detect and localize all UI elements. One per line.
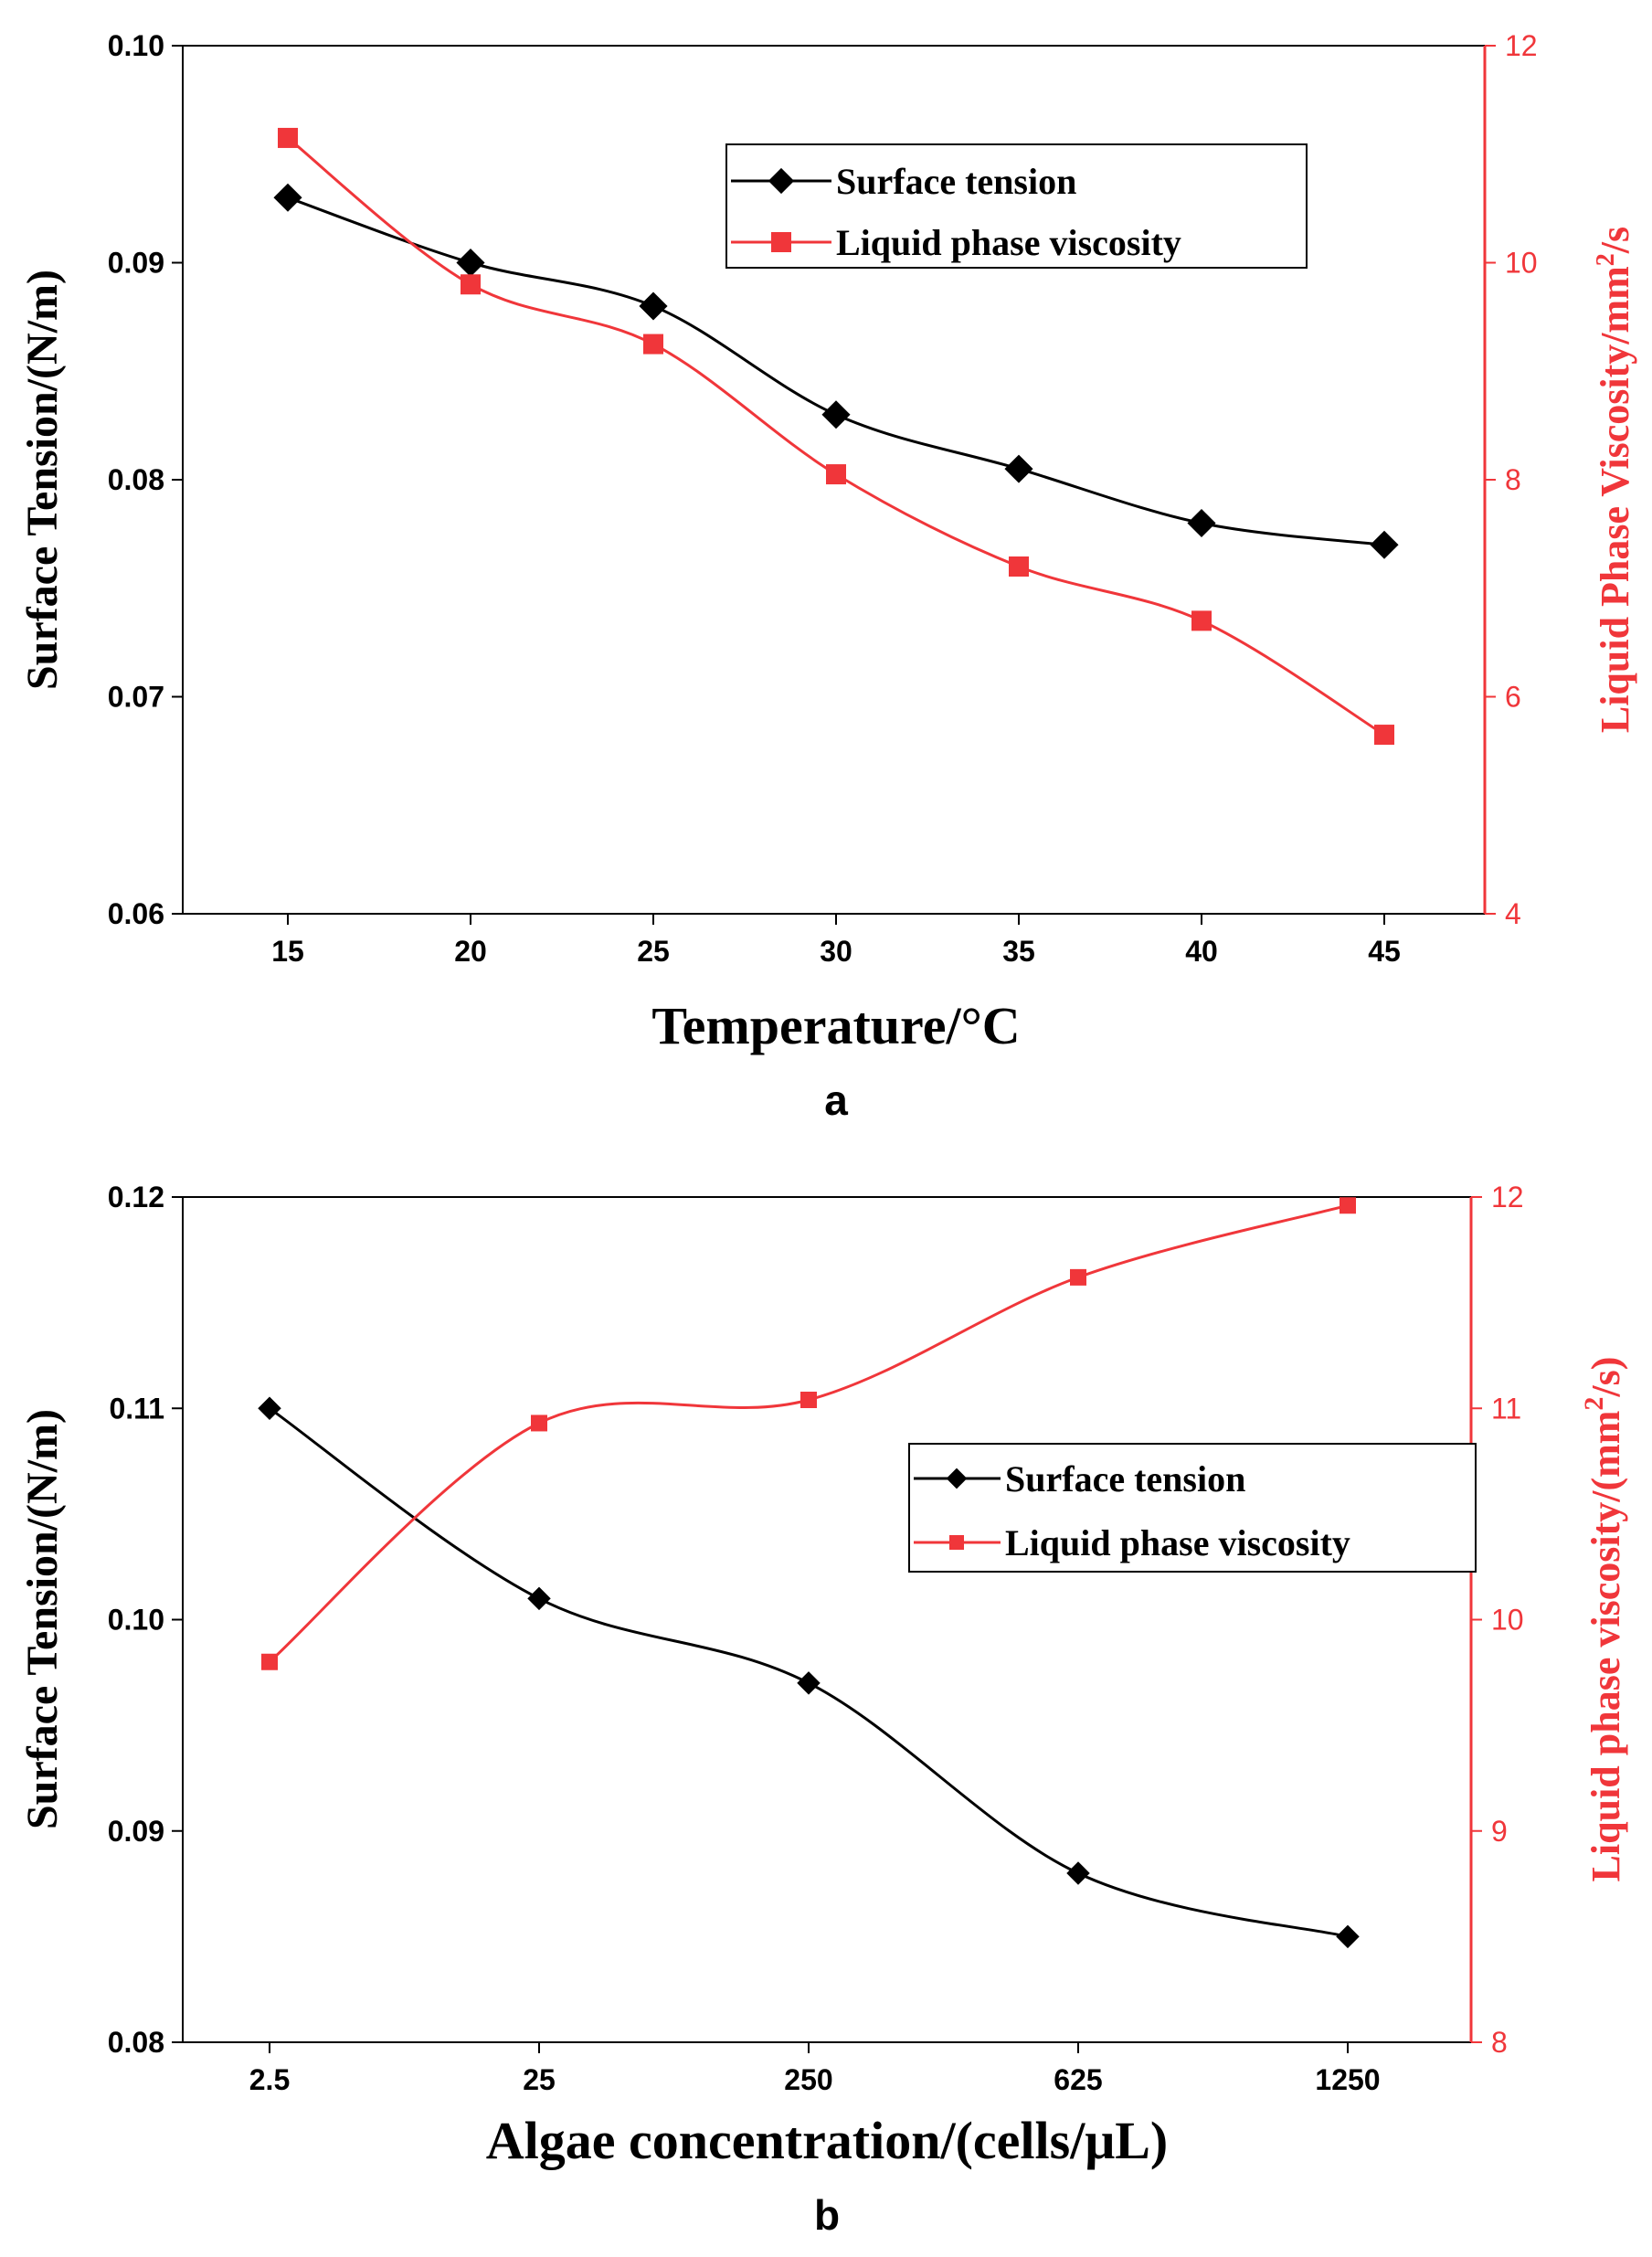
data-point-viscosity bbox=[461, 274, 481, 295]
legend-marker-viscosity bbox=[949, 1535, 964, 1550]
x-tick-labels: 15 20 25 30 35 40 45 bbox=[271, 935, 1401, 968]
data-point-surface-tension bbox=[797, 1671, 821, 1695]
left-y-axis-title: Surface Tension/(N/m) bbox=[18, 1409, 67, 1829]
series-layer bbox=[273, 127, 1399, 746]
x-tick-label: 25 bbox=[523, 2063, 556, 2096]
data-point-viscosity bbox=[643, 334, 663, 355]
right-y-tick-labels: 4 6 8 10 12 bbox=[1505, 29, 1538, 930]
legend-box bbox=[908, 1443, 1477, 1573]
left-y-tick-label: 0.12 bbox=[108, 1181, 164, 1213]
legend-marker-viscosity bbox=[771, 232, 791, 252]
data-point-surface-tension bbox=[1336, 1924, 1360, 1949]
data-point-surface-tension bbox=[527, 1586, 551, 1611]
right-y-tick-label: 12 bbox=[1505, 29, 1538, 62]
right-y-tick-label: 9 bbox=[1491, 1815, 1508, 1848]
left-y-tick-label: 0.09 bbox=[108, 1815, 164, 1848]
legend-label-surface: Surface tension bbox=[836, 161, 1076, 202]
right-y-tick-label: 4 bbox=[1505, 897, 1521, 930]
data-point-surface-tension bbox=[1066, 1861, 1090, 1885]
right-y-axis-title: Liquid Phase Viscosity/mm2/s bbox=[1592, 227, 1637, 733]
data-point-viscosity bbox=[278, 127, 298, 148]
x-tick-labels: 2.5 25 250 625 1250 bbox=[249, 2063, 1381, 2096]
left-y-tick-label: 0.09 bbox=[108, 247, 164, 280]
x-tick-label: 20 bbox=[454, 935, 487, 968]
x-tick-label: 40 bbox=[1185, 935, 1218, 968]
data-point-viscosity bbox=[261, 1653, 278, 1670]
legend: Surface tension Liquid phase viscosity bbox=[908, 1443, 1477, 1573]
legend-box bbox=[725, 143, 1308, 269]
data-point-viscosity bbox=[1340, 1197, 1356, 1214]
plot-frame bbox=[182, 1196, 1472, 2043]
x-tick-label: 625 bbox=[1054, 2063, 1102, 2096]
x-tick-label: 25 bbox=[637, 935, 670, 968]
legend-label-viscosity: Liquid phase viscosity bbox=[836, 222, 1181, 263]
right-y-axis-title: Liquid phase viscosity/(mm2/s) bbox=[1579, 1357, 1628, 1882]
x-tick-label: 2.5 bbox=[249, 2063, 290, 2096]
legend-marker-surface bbox=[946, 1468, 968, 1489]
data-point-viscosity bbox=[1191, 610, 1212, 631]
right-y-tick-label: 8 bbox=[1491, 2026, 1508, 2059]
data-point-surface-tension bbox=[1370, 530, 1399, 559]
right-y-tick-label: 12 bbox=[1491, 1181, 1524, 1213]
right-y-tick-labels: 8 9 10 11 12 bbox=[1491, 1181, 1524, 2059]
data-point-viscosity bbox=[1374, 725, 1394, 746]
left-y-tick-label: 0.07 bbox=[108, 681, 164, 714]
x-tick-label: 30 bbox=[820, 935, 852, 968]
right-y-tick-label: 11 bbox=[1491, 1392, 1521, 1425]
x-tick-label: 15 bbox=[271, 935, 304, 968]
data-point-viscosity bbox=[1009, 556, 1029, 577]
left-y-axis-title: Surface Tension/(N/m) bbox=[18, 270, 67, 690]
chart-panel-b: 0.08 0.09 0.10 0.11 0.12 8 9 10 11 12 2.5 25 250 62… bbox=[18, 1181, 1628, 2239]
right-y-tick-label: 10 bbox=[1505, 247, 1538, 280]
x-tick-label: 35 bbox=[1002, 935, 1035, 968]
left-y-tick-label: 0.10 bbox=[108, 29, 164, 62]
right-y-tick-label: 8 bbox=[1505, 463, 1521, 496]
left-y-tick-label: 0.06 bbox=[108, 897, 164, 930]
data-point-surface-tension bbox=[821, 400, 851, 429]
tick-marks bbox=[172, 45, 1496, 925]
data-point-surface-tension bbox=[273, 183, 302, 212]
x-axis-title: Temperature/°C bbox=[651, 996, 1020, 1055]
legend-label-viscosity: Liquid phase viscosity bbox=[1005, 1522, 1350, 1563]
data-point-surface-tension bbox=[639, 291, 668, 321]
data-point-surface-tension bbox=[456, 248, 485, 278]
left-y-tick-labels: 0.08 0.09 0.10 0.11 0.12 bbox=[108, 1181, 164, 2059]
series-line-viscosity bbox=[269, 1203, 1349, 1663]
series-layer bbox=[258, 1197, 1360, 1949]
left-y-tick-label: 0.11 bbox=[109, 1392, 164, 1425]
right-y-tick-label: 6 bbox=[1505, 681, 1521, 714]
legend: Surface tension Liquid phase viscosity bbox=[725, 143, 1308, 269]
data-point-viscosity bbox=[1070, 1268, 1086, 1286]
tick-marks bbox=[172, 1196, 1482, 2053]
panel-label: a bbox=[824, 1076, 848, 1124]
data-point-surface-tension bbox=[1004, 454, 1033, 483]
right-y-tick-label: 10 bbox=[1491, 1604, 1524, 1637]
data-point-surface-tension bbox=[258, 1396, 281, 1420]
x-tick-label: 45 bbox=[1368, 935, 1401, 968]
data-point-viscosity bbox=[800, 1392, 817, 1408]
x-tick-label: 1250 bbox=[1315, 2063, 1380, 2096]
left-y-tick-label: 0.08 bbox=[108, 2026, 164, 2059]
data-point-viscosity bbox=[826, 464, 846, 485]
panel-label: b bbox=[814, 2191, 840, 2239]
left-y-tick-label: 0.10 bbox=[108, 1604, 164, 1637]
legend-marker-surface bbox=[768, 167, 795, 195]
data-point-surface-tension bbox=[1187, 508, 1216, 538]
x-axis-title: Algae concentration/(cells/μL) bbox=[486, 2111, 1168, 2170]
chart-panel-a: 0.06 0.07 0.08 0.09 0.10 4 6 8 10 12 15 20 25 30 35 4… bbox=[18, 29, 1637, 1124]
left-y-tick-label: 0.08 bbox=[108, 463, 164, 496]
x-tick-label: 250 bbox=[784, 2063, 832, 2096]
legend-label-surface: Surface tension bbox=[1005, 1458, 1245, 1499]
left-y-tick-labels: 0.06 0.07 0.08 0.09 0.10 bbox=[108, 29, 164, 930]
data-point-viscosity bbox=[531, 1415, 547, 1432]
